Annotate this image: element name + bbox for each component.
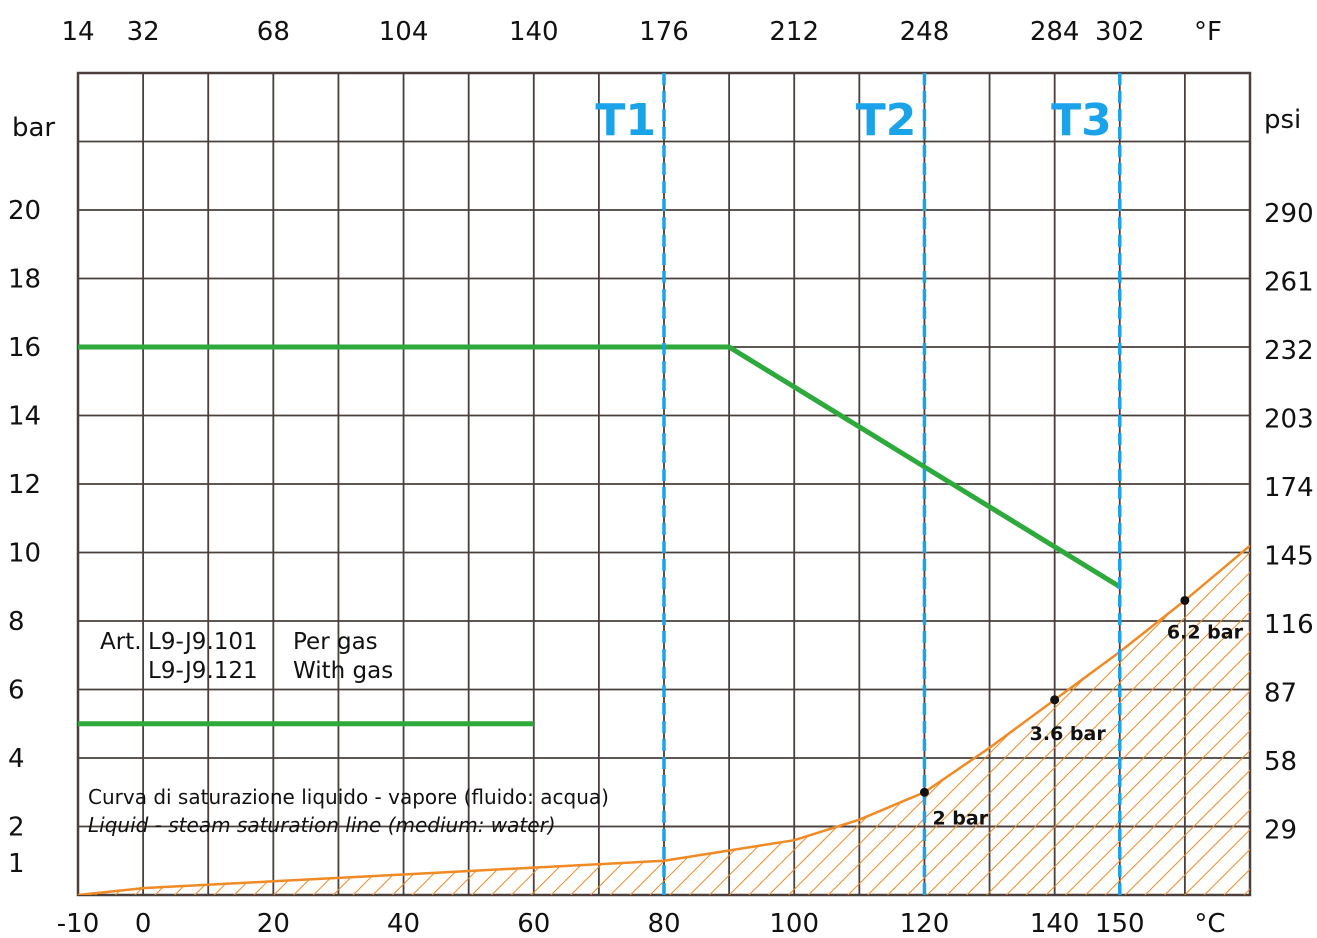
rating-line-1 [78, 344, 1122, 589]
y-tick-bar: 20 [8, 196, 41, 226]
y-tick-psi: 290 [1264, 199, 1314, 229]
legend-art-code-2: L9-J9.121 [148, 658, 258, 684]
y-tick-bar: 2 [8, 813, 25, 843]
x-tick-celsius: 140 [1030, 909, 1080, 938]
y-tick-bar: 12 [8, 470, 41, 500]
y-tick-psi: 203 [1264, 405, 1314, 435]
saturation-point-label-1: 2 bar [932, 807, 988, 829]
x-tick-celsius: 60 [517, 909, 550, 938]
y-tick-bar: 10 [8, 539, 41, 569]
y-tick-psi: 261 [1264, 268, 1314, 298]
temperature-limit-label-t1: T1 [595, 95, 656, 146]
legend-art-desc-2: With gas [293, 658, 393, 684]
x-tick-fahrenheit: 14 [61, 17, 94, 47]
y-tick-bar: 1 [8, 849, 25, 879]
saturation-point-1 [919, 787, 929, 797]
y-tick-psi: 145 [1264, 542, 1314, 572]
y-tick-bar: 4 [8, 744, 25, 774]
y-tick-psi: 232 [1264, 336, 1314, 366]
x-tick-fahrenheit: 176 [639, 17, 689, 47]
y-tick-bar: 8 [8, 607, 25, 637]
legend-art-code-1: L9-J9.101 [148, 629, 258, 655]
x-unit-fahrenheit: °F [1194, 17, 1222, 47]
x-tick-celsius: 20 [257, 909, 290, 938]
y-tick-psi: 174 [1264, 473, 1314, 503]
saturation-area [78, 544, 1250, 895]
x-tick-fahrenheit: 32 [127, 17, 160, 47]
x-tick-fahrenheit: 68 [257, 17, 290, 47]
saturation-point-2 [1050, 695, 1060, 705]
x-tick-fahrenheit: 212 [769, 17, 819, 47]
x-tick-celsius: -10 [57, 909, 99, 938]
x-tick-celsius: 150 [1095, 909, 1145, 938]
y-tick-bar: 18 [8, 265, 41, 295]
x-tick-fahrenheit: 284 [1030, 17, 1080, 47]
x-tick-celsius: 100 [769, 909, 819, 938]
x-tick-fahrenheit: 248 [900, 17, 950, 47]
x-tick-fahrenheit: 302 [1095, 17, 1145, 47]
y-tick-bar: 6 [8, 676, 25, 706]
y-tick-psi: 87 [1264, 679, 1297, 709]
y-tick-psi: 116 [1264, 610, 1314, 640]
legend-art-prefix: Art. [100, 629, 142, 655]
saturation-curve [78, 544, 1250, 895]
y-tick-psi: 29 [1264, 816, 1297, 846]
saturation-hatch [78, 545, 1250, 895]
temperature-limit-label-t3: T3 [1051, 95, 1112, 146]
x-tick-fahrenheit: 104 [379, 17, 429, 47]
saturation-point-3 [1180, 595, 1190, 605]
x-unit-celsius: °C [1194, 909, 1225, 938]
y-tick-bar: 14 [8, 402, 41, 432]
legend-art-desc-1: Per gas [293, 629, 378, 655]
y-unit-psi: psi [1264, 105, 1301, 135]
temperature-limit-label-t2: T2 [856, 95, 917, 146]
saturation-note-it: Curva di saturazione liquido - vapore (f… [88, 785, 609, 809]
x-tick-celsius: 0 [135, 909, 152, 938]
x-tick-celsius: 40 [387, 909, 420, 938]
saturation-points: 2 bar 3.6 bar 6.2 bar [919, 595, 1244, 829]
y-tick-psi: 58 [1264, 747, 1297, 777]
x-tick-celsius: 120 [900, 909, 950, 938]
x-tick-fahrenheit: 140 [509, 17, 559, 47]
x-tick-celsius: 80 [647, 909, 680, 938]
tick-labels: -10 0 20 40 60 80 100 120 140 150 °C14 32 68 104 140 17… [8, 17, 1314, 938]
y-unit-bar: bar [12, 113, 55, 143]
saturation-note-en: Liquid - steam saturation line (medium: … [88, 813, 556, 837]
rating-lines [78, 344, 1122, 727]
temperature-limit-lines: T1 T2 T3 [595, 73, 1122, 895]
saturation-point-label-2: 3.6 bar [1030, 723, 1107, 745]
y-tick-bar: 16 [8, 333, 41, 363]
saturation-point-label-3: 6.2 bar [1167, 621, 1244, 643]
